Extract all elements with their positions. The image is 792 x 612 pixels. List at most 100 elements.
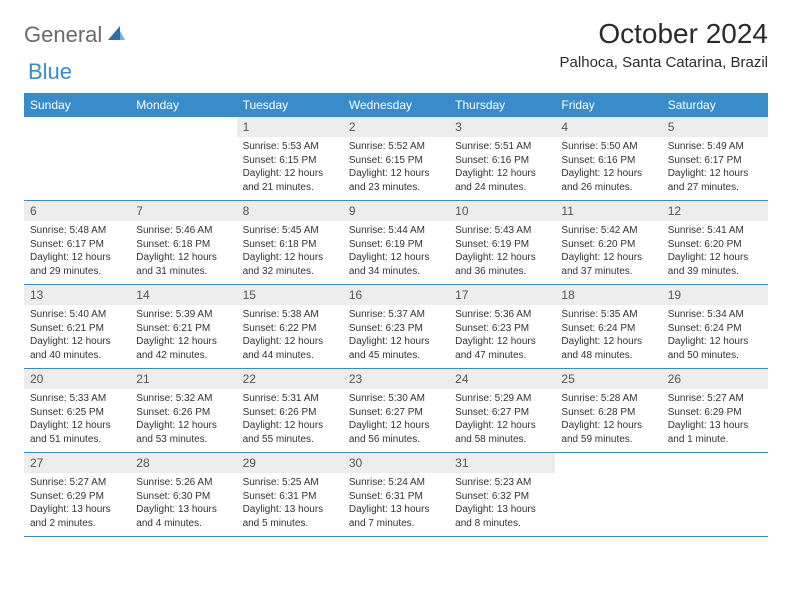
day-number: 10 bbox=[449, 201, 555, 221]
sunset-text: Sunset: 6:16 PM bbox=[455, 154, 549, 168]
daylight-text: Daylight: 13 hours and 5 minutes. bbox=[243, 503, 337, 530]
day-cell: 28Sunrise: 5:26 AMSunset: 6:30 PMDayligh… bbox=[130, 453, 236, 536]
sunrise-text: Sunrise: 5:26 AM bbox=[136, 476, 230, 490]
sunrise-text: Sunrise: 5:46 AM bbox=[136, 224, 230, 238]
day-body: Sunrise: 5:38 AMSunset: 6:22 PMDaylight:… bbox=[237, 305, 343, 362]
sunrise-text: Sunrise: 5:45 AM bbox=[243, 224, 337, 238]
daylight-text: Daylight: 12 hours and 55 minutes. bbox=[243, 419, 337, 446]
day-body: Sunrise: 5:32 AMSunset: 6:26 PMDaylight:… bbox=[130, 389, 236, 446]
day-cell: 9Sunrise: 5:44 AMSunset: 6:19 PMDaylight… bbox=[343, 201, 449, 284]
day-cell: 21Sunrise: 5:32 AMSunset: 6:26 PMDayligh… bbox=[130, 369, 236, 452]
day-body: Sunrise: 5:27 AMSunset: 6:29 PMDaylight:… bbox=[662, 389, 768, 446]
weekday-sun: Sunday bbox=[24, 93, 130, 117]
sunrise-text: Sunrise: 5:44 AM bbox=[349, 224, 443, 238]
day-number: 21 bbox=[130, 369, 236, 389]
day-body: Sunrise: 5:35 AMSunset: 6:24 PMDaylight:… bbox=[555, 305, 661, 362]
sunset-text: Sunset: 6:27 PM bbox=[349, 406, 443, 420]
empty-cell bbox=[130, 117, 236, 200]
sunrise-text: Sunrise: 5:30 AM bbox=[349, 392, 443, 406]
day-body: Sunrise: 5:40 AMSunset: 6:21 PMDaylight:… bbox=[24, 305, 130, 362]
sunrise-text: Sunrise: 5:42 AM bbox=[561, 224, 655, 238]
week-row: 1Sunrise: 5:53 AMSunset: 6:15 PMDaylight… bbox=[24, 117, 768, 201]
day-body: Sunrise: 5:44 AMSunset: 6:19 PMDaylight:… bbox=[343, 221, 449, 278]
day-body: Sunrise: 5:43 AMSunset: 6:19 PMDaylight:… bbox=[449, 221, 555, 278]
sunrise-text: Sunrise: 5:27 AM bbox=[668, 392, 762, 406]
day-body: Sunrise: 5:26 AMSunset: 6:30 PMDaylight:… bbox=[130, 473, 236, 530]
day-cell: 31Sunrise: 5:23 AMSunset: 6:32 PMDayligh… bbox=[449, 453, 555, 536]
day-number: 15 bbox=[237, 285, 343, 305]
sunset-text: Sunset: 6:23 PM bbox=[455, 322, 549, 336]
day-number: 2 bbox=[343, 117, 449, 137]
sunset-text: Sunset: 6:15 PM bbox=[243, 154, 337, 168]
sunset-text: Sunset: 6:26 PM bbox=[243, 406, 337, 420]
day-cell: 24Sunrise: 5:29 AMSunset: 6:27 PMDayligh… bbox=[449, 369, 555, 452]
day-cell: 29Sunrise: 5:25 AMSunset: 6:31 PMDayligh… bbox=[237, 453, 343, 536]
sunrise-text: Sunrise: 5:52 AM bbox=[349, 140, 443, 154]
daylight-text: Daylight: 12 hours and 50 minutes. bbox=[668, 335, 762, 362]
logo-text-blue: Blue bbox=[28, 59, 72, 85]
daylight-text: Daylight: 12 hours and 27 minutes. bbox=[668, 167, 762, 194]
day-body: Sunrise: 5:31 AMSunset: 6:26 PMDaylight:… bbox=[237, 389, 343, 446]
daylight-text: Daylight: 13 hours and 8 minutes. bbox=[455, 503, 549, 530]
day-number: 31 bbox=[449, 453, 555, 473]
weekday-thu: Thursday bbox=[449, 93, 555, 117]
week-row: 27Sunrise: 5:27 AMSunset: 6:29 PMDayligh… bbox=[24, 453, 768, 537]
daylight-text: Daylight: 12 hours and 56 minutes. bbox=[349, 419, 443, 446]
day-body: Sunrise: 5:52 AMSunset: 6:15 PMDaylight:… bbox=[343, 137, 449, 194]
day-number: 28 bbox=[130, 453, 236, 473]
day-body: Sunrise: 5:50 AMSunset: 6:16 PMDaylight:… bbox=[555, 137, 661, 194]
day-cell: 23Sunrise: 5:30 AMSunset: 6:27 PMDayligh… bbox=[343, 369, 449, 452]
weekday-row: Sunday Monday Tuesday Wednesday Thursday… bbox=[24, 93, 768, 117]
daylight-text: Daylight: 12 hours and 53 minutes. bbox=[136, 419, 230, 446]
daylight-text: Daylight: 12 hours and 42 minutes. bbox=[136, 335, 230, 362]
sunrise-text: Sunrise: 5:38 AM bbox=[243, 308, 337, 322]
day-number: 1 bbox=[237, 117, 343, 137]
sunset-text: Sunset: 6:31 PM bbox=[349, 490, 443, 504]
day-body: Sunrise: 5:23 AMSunset: 6:32 PMDaylight:… bbox=[449, 473, 555, 530]
day-cell: 25Sunrise: 5:28 AMSunset: 6:28 PMDayligh… bbox=[555, 369, 661, 452]
sunset-text: Sunset: 6:31 PM bbox=[243, 490, 337, 504]
sunrise-text: Sunrise: 5:28 AM bbox=[561, 392, 655, 406]
day-body: Sunrise: 5:46 AMSunset: 6:18 PMDaylight:… bbox=[130, 221, 236, 278]
day-body: Sunrise: 5:41 AMSunset: 6:20 PMDaylight:… bbox=[662, 221, 768, 278]
day-number: 8 bbox=[237, 201, 343, 221]
location: Palhoca, Santa Catarina, Brazil bbox=[560, 54, 768, 71]
day-cell: 13Sunrise: 5:40 AMSunset: 6:21 PMDayligh… bbox=[24, 285, 130, 368]
daylight-text: Daylight: 13 hours and 4 minutes. bbox=[136, 503, 230, 530]
sunrise-text: Sunrise: 5:36 AM bbox=[455, 308, 549, 322]
sunrise-text: Sunrise: 5:24 AM bbox=[349, 476, 443, 490]
day-number: 6 bbox=[24, 201, 130, 221]
daylight-text: Daylight: 12 hours and 51 minutes. bbox=[30, 419, 124, 446]
day-cell: 17Sunrise: 5:36 AMSunset: 6:23 PMDayligh… bbox=[449, 285, 555, 368]
day-number: 27 bbox=[24, 453, 130, 473]
sunset-text: Sunset: 6:16 PM bbox=[561, 154, 655, 168]
daylight-text: Daylight: 12 hours and 40 minutes. bbox=[30, 335, 124, 362]
day-body: Sunrise: 5:42 AMSunset: 6:20 PMDaylight:… bbox=[555, 221, 661, 278]
sunrise-text: Sunrise: 5:48 AM bbox=[30, 224, 124, 238]
sunset-text: Sunset: 6:20 PM bbox=[561, 238, 655, 252]
weekday-mon: Monday bbox=[130, 93, 236, 117]
daylight-text: Daylight: 12 hours and 45 minutes. bbox=[349, 335, 443, 362]
sunset-text: Sunset: 6:27 PM bbox=[455, 406, 549, 420]
day-number: 9 bbox=[343, 201, 449, 221]
day-body: Sunrise: 5:24 AMSunset: 6:31 PMDaylight:… bbox=[343, 473, 449, 530]
sunrise-text: Sunrise: 5:39 AM bbox=[136, 308, 230, 322]
day-cell: 3Sunrise: 5:51 AMSunset: 6:16 PMDaylight… bbox=[449, 117, 555, 200]
day-number: 12 bbox=[662, 201, 768, 221]
daylight-text: Daylight: 12 hours and 31 minutes. bbox=[136, 251, 230, 278]
sunrise-text: Sunrise: 5:37 AM bbox=[349, 308, 443, 322]
day-cell: 22Sunrise: 5:31 AMSunset: 6:26 PMDayligh… bbox=[237, 369, 343, 452]
daylight-text: Daylight: 12 hours and 44 minutes. bbox=[243, 335, 337, 362]
day-number: 5 bbox=[662, 117, 768, 137]
week-row: 20Sunrise: 5:33 AMSunset: 6:25 PMDayligh… bbox=[24, 369, 768, 453]
logo-text-general: General bbox=[24, 22, 102, 48]
sunset-text: Sunset: 6:19 PM bbox=[349, 238, 443, 252]
sunrise-text: Sunrise: 5:41 AM bbox=[668, 224, 762, 238]
weekday-sat: Saturday bbox=[662, 93, 768, 117]
logo: General bbox=[24, 18, 128, 48]
day-body: Sunrise: 5:36 AMSunset: 6:23 PMDaylight:… bbox=[449, 305, 555, 362]
sunset-text: Sunset: 6:29 PM bbox=[668, 406, 762, 420]
title-block: October 2024 Palhoca, Santa Catarina, Br… bbox=[560, 18, 768, 71]
weekday-tue: Tuesday bbox=[237, 93, 343, 117]
day-number: 16 bbox=[343, 285, 449, 305]
